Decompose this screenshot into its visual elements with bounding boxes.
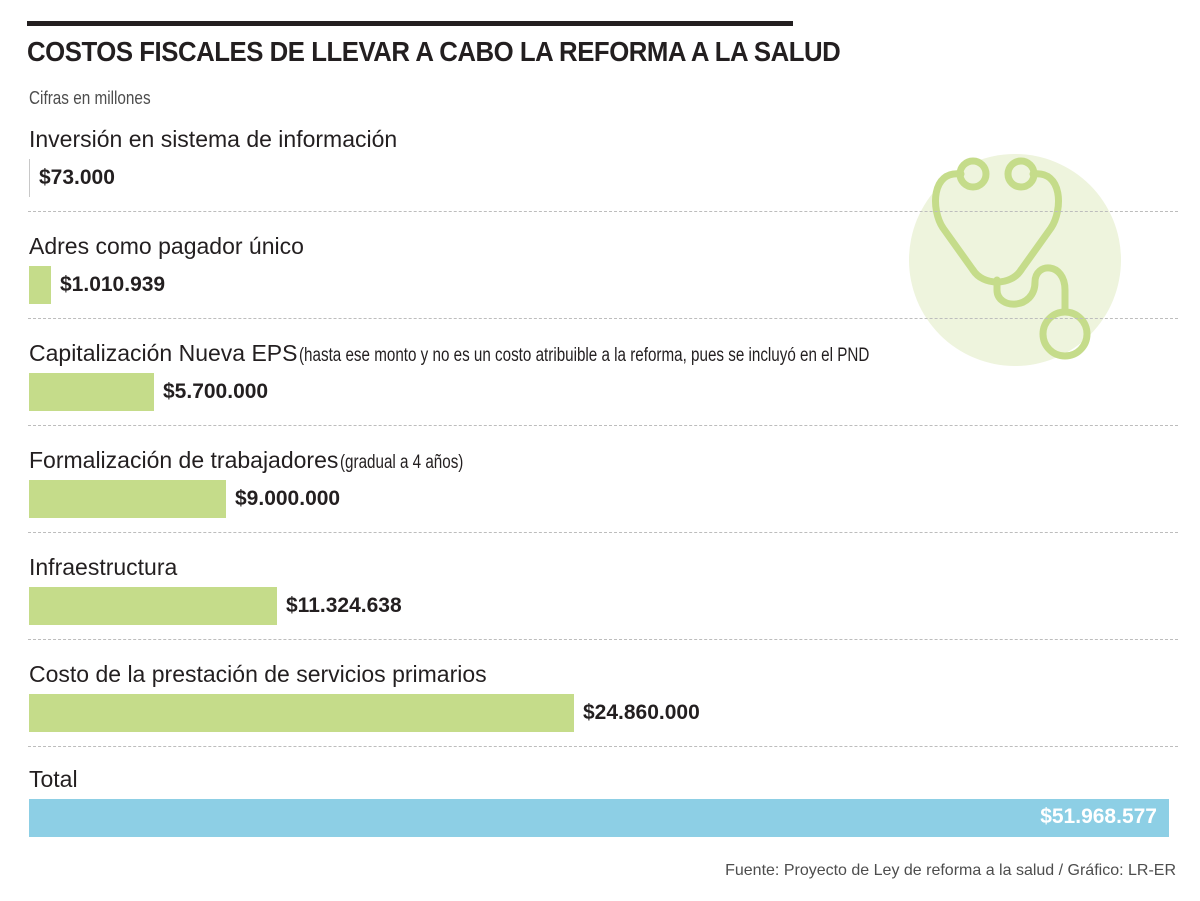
value-label: $5.700.000: [163, 380, 269, 403]
bar: [29, 373, 154, 411]
category-note: (gradual a 4 años): [340, 452, 464, 473]
row-divider: [28, 211, 1178, 212]
value-label: $9.000.000: [235, 487, 341, 510]
category-label: Formalización de trabajadores (gradual a …: [29, 447, 495, 474]
category-label: Inversión en sistema de información: [29, 126, 397, 153]
row-divider: [28, 746, 1178, 747]
total-bar: $51.968.577: [29, 799, 1169, 837]
bar: [29, 587, 277, 625]
total-value-label: $51.968.577: [1040, 805, 1157, 828]
row-divider: [28, 639, 1178, 640]
category-label: Adres como pagador único: [29, 233, 304, 260]
chart-title: COSTOS FISCALES DE LLEVAR A CABO LA REFO…: [27, 36, 841, 67]
source-note: Fuente: Proyecto de Ley de reforma a la …: [725, 862, 1176, 879]
value-label: $11.324.638: [286, 594, 402, 617]
bar: [29, 266, 51, 304]
value-label: $1.010.939: [60, 273, 166, 296]
row-divider: [28, 318, 1178, 319]
row-divider: [28, 425, 1178, 426]
category-note: (hasta ese monto y no es un costo atribu…: [299, 345, 870, 366]
category-name: Adres como pagador único: [29, 233, 304, 259]
category-label: Infraestructura: [29, 554, 177, 581]
value-label: $73.000: [39, 166, 115, 189]
category-name: Capitalización Nueva EPS: [29, 340, 298, 366]
category-name: Formalización de trabajadores: [29, 447, 339, 473]
bar: [29, 159, 30, 197]
row-divider: [28, 532, 1178, 533]
bar: [29, 694, 574, 732]
chart-subtitle: Cifras en millones: [29, 88, 151, 108]
stethoscope-icon: [905, 150, 1125, 370]
category-name: Infraestructura: [29, 554, 178, 580]
bar: [29, 480, 226, 518]
category-label: Capitalización Nueva EPS (hasta ese monto…: [29, 340, 1012, 367]
category-name: Inversión en sistema de información: [29, 126, 398, 152]
category-label: Costo de la prestación de servicios prim…: [29, 661, 487, 688]
top-rule: [27, 21, 793, 26]
total-label: Total: [29, 766, 78, 792]
category-name: Costo de la prestación de servicios prim…: [29, 661, 487, 687]
value-label: $24.860.000: [583, 701, 700, 724]
